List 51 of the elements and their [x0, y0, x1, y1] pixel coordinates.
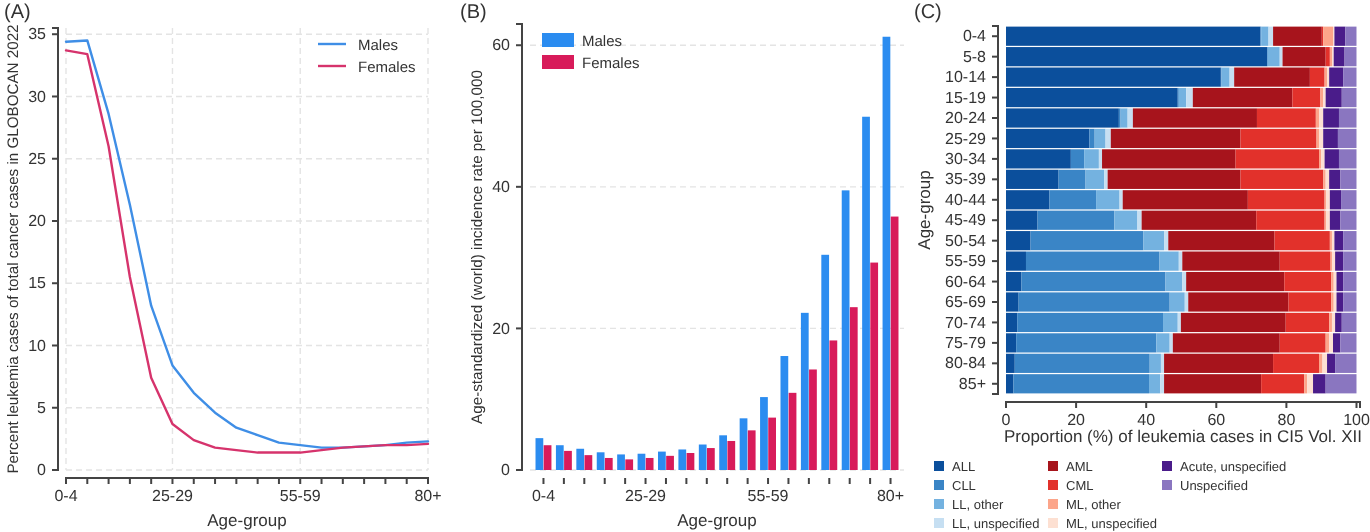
- y-tick-label: 25-29: [945, 129, 988, 148]
- x-tick-label: 0: [1001, 411, 1012, 430]
- x-tick-label: 55-59: [279, 487, 322, 506]
- y-tick-label: 45-49: [945, 211, 988, 230]
- y-tick-label: 40: [492, 177, 512, 196]
- y-tick-label: 0-4: [962, 27, 988, 46]
- y-tick-label: 25: [28, 149, 48, 168]
- y-tick-label: 30-34: [945, 150, 988, 169]
- x-tick-label: 0-4: [531, 487, 557, 506]
- x-tick-label: 20: [1067, 411, 1087, 430]
- y-tick-label: 0: [37, 461, 48, 480]
- x-tick-label: 25-29: [625, 487, 668, 506]
- y-tick-label: 20-24: [945, 109, 988, 128]
- y-tick-label: 10: [28, 336, 48, 355]
- x-tick-label: 80: [1277, 411, 1297, 430]
- y-tick-label: 10-14: [945, 68, 988, 87]
- y-tick-label: 50-54: [945, 231, 988, 250]
- y-tick-label: 65-69: [945, 293, 988, 312]
- y-tick-label: 70-74: [945, 313, 988, 332]
- y-tick-label: 60-64: [945, 272, 988, 291]
- chart-title: (B): [460, 2, 487, 24]
- x-tick-label: 80+: [414, 487, 443, 506]
- y-tick-label: 5: [37, 398, 48, 417]
- x-tick-label: 55-59: [747, 487, 790, 506]
- x-tick-label: 100: [1343, 411, 1370, 430]
- x-tick-label: 40: [1137, 411, 1157, 430]
- y-tick-label: 20: [492, 319, 512, 338]
- y-tick-label: 75-79: [945, 334, 988, 353]
- y-tick-label: 60: [492, 36, 512, 55]
- y-tick-label: 35-39: [945, 170, 988, 189]
- y-tick-label: 30: [28, 87, 48, 106]
- chart-title: (A): [4, 2, 31, 24]
- x-axis-title: Age-group: [207, 510, 288, 530]
- y-tick-label: 55-59: [945, 252, 988, 271]
- x-tick-label: 25-29: [152, 487, 195, 506]
- x-tick-label: 80+: [876, 487, 905, 506]
- y-tick-label: 40-44: [945, 190, 988, 209]
- y-tick-label: 0: [501, 461, 512, 480]
- x-axis-title: Age-group: [677, 510, 758, 530]
- y-tick-label: 15-19: [945, 88, 988, 107]
- y-tick-label: 5-8: [962, 47, 988, 66]
- y-axis-title: Age-group: [914, 169, 934, 250]
- y-tick-label: 15: [28, 274, 48, 293]
- y-tick-label: 80-84: [945, 354, 988, 373]
- y-tick-label: 85+: [958, 374, 987, 393]
- x-tick-label: 60: [1207, 411, 1227, 430]
- y-tick-label: 20: [28, 212, 48, 231]
- chart-title: (C): [914, 2, 942, 24]
- x-tick-label: 0-4: [54, 487, 79, 506]
- x-axis-title: Proportion (%) of leukemia cases in CI5 Vol. XII: [1003, 426, 1363, 446]
- y-tick-label: 35: [28, 25, 48, 44]
